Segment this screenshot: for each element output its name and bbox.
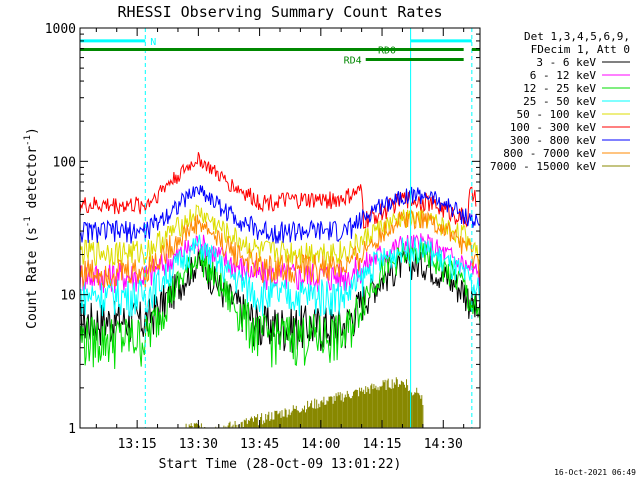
legend-label-7: 800 - 7000 keV xyxy=(503,147,596,160)
timestamp: 16-Oct-2021 06:49 xyxy=(554,468,636,477)
legend-label-4: 50 - 100 keV xyxy=(517,108,597,121)
series-line-7 xyxy=(79,208,481,289)
annotation-label-2: RD0 xyxy=(378,45,396,56)
legend-header-0: Det 1,3,4,5,6,9, xyxy=(524,30,630,43)
legend-label-0: 3 - 6 keV xyxy=(536,56,596,69)
legend-label-3: 25 - 50 keV xyxy=(523,95,596,108)
annotation-label-0: N xyxy=(150,37,156,48)
legend-label-2: 12 - 25 keV xyxy=(523,82,596,95)
legend-label-5: 100 - 300 keV xyxy=(510,121,596,134)
series-line-6 xyxy=(79,185,481,244)
x-tick-label-0: 13:15 xyxy=(118,437,157,452)
y-axis-label: Count Rate (s-1 detector-1) xyxy=(23,127,40,329)
x-tick-label-3: 14:00 xyxy=(301,437,340,452)
x-tick-label-1: 13:30 xyxy=(179,437,218,452)
legend-label-8: 7000 - 15000 keV xyxy=(490,160,596,173)
legend-label-6: 300 - 800 keV xyxy=(510,134,596,147)
series-line-8 xyxy=(185,377,424,428)
x-tick-label-4: 14:15 xyxy=(362,437,401,452)
annotation-label-4: RD4 xyxy=(344,56,362,67)
x-tick-label-2: 13:45 xyxy=(240,437,279,452)
y-tick-label-0: 1 xyxy=(68,422,76,437)
series-line-2 xyxy=(79,242,481,370)
plot-area: N RD0 RD4 13:15 13:30 13:45 14:00 14:15 14:30 1 10… xyxy=(45,22,481,452)
x-tick-label-5: 14:30 xyxy=(424,437,463,452)
series-line-4 xyxy=(79,204,481,267)
legend: Det 1,3,4,5,6,9,FDecim 1, Att 03 - 6 keV… xyxy=(490,30,630,173)
series-line-5 xyxy=(79,152,477,229)
y-tick-label-3: 1000 xyxy=(45,22,76,37)
legend-label-1: 6 - 12 keV xyxy=(530,69,597,82)
y-tick-label-1: 10 xyxy=(60,289,76,304)
series-line-3 xyxy=(79,234,481,318)
x-axis-label: Start Time (28-Oct-09 13:01:22) xyxy=(159,457,402,472)
legend-header-1: FDecim 1, Att 0 xyxy=(531,43,630,56)
y-tick-label-2: 100 xyxy=(53,155,76,170)
chart-title: RHESSI Observing Summary Count Rates xyxy=(117,3,442,21)
